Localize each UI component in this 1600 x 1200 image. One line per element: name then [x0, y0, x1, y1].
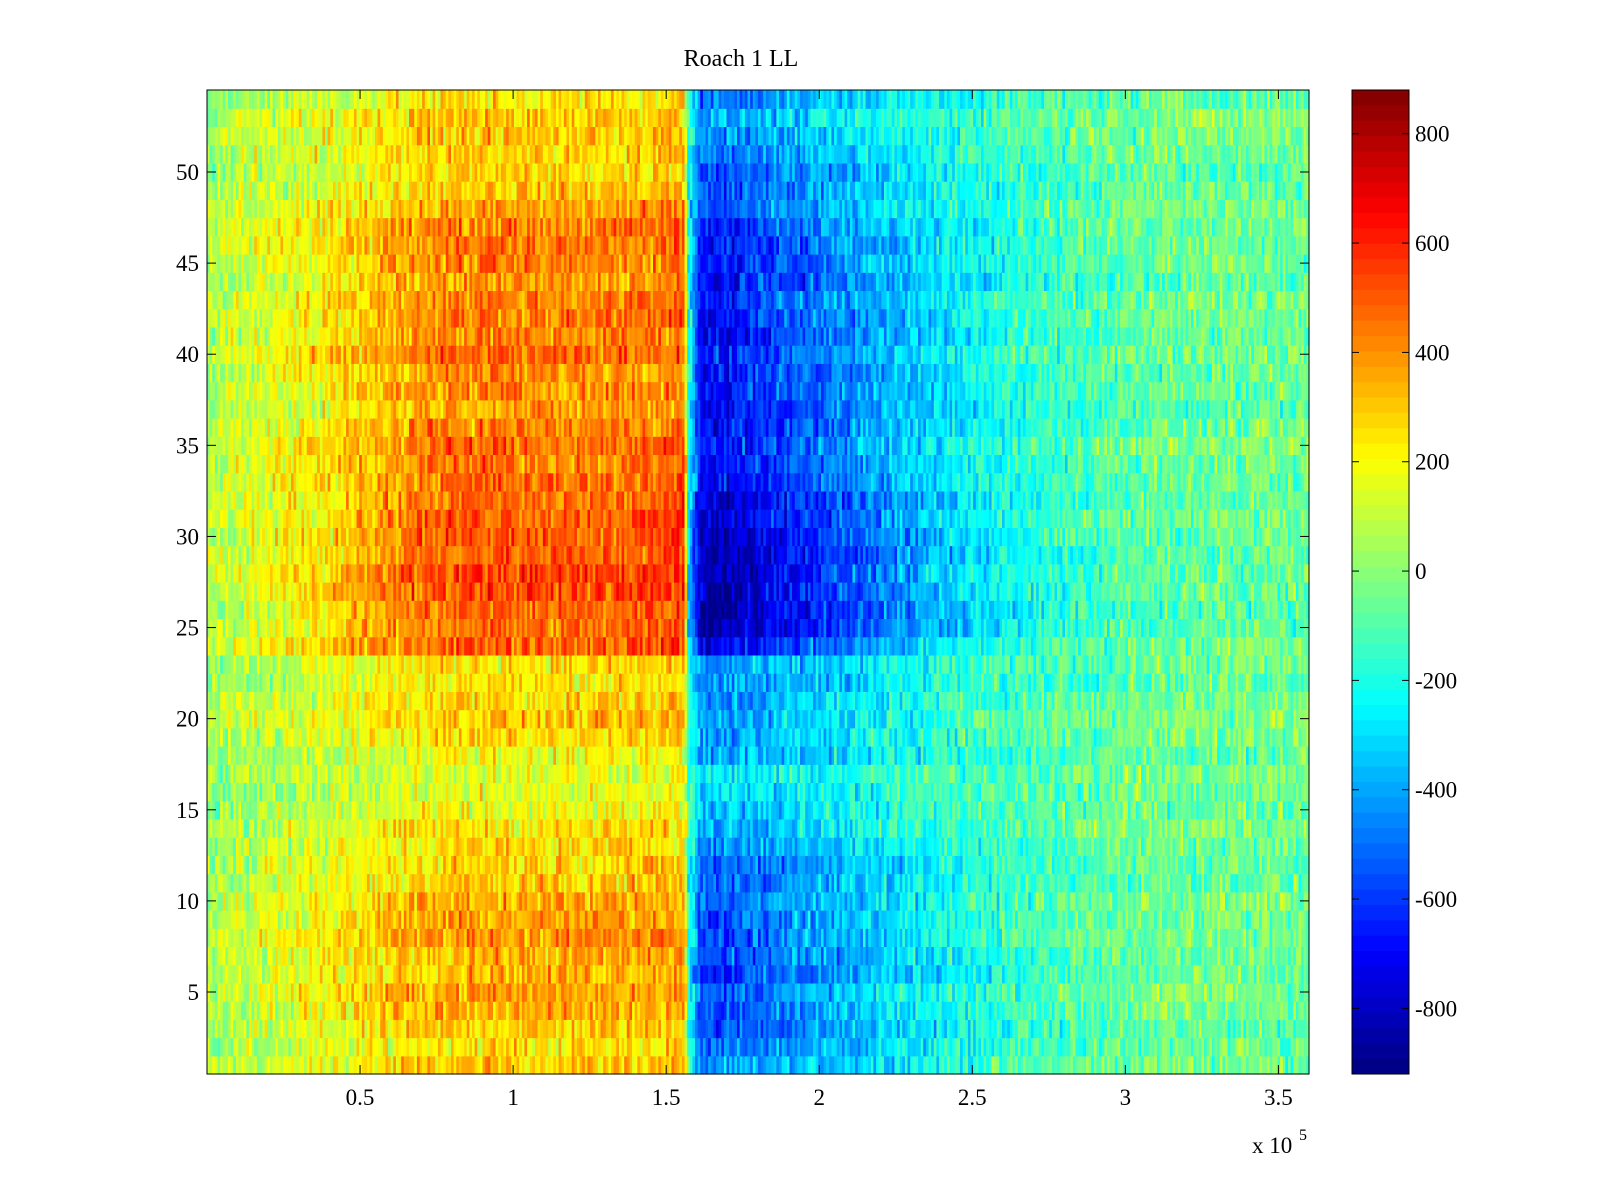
heatmap-plot-area [207, 90, 1310, 1075]
heatmap-row [207, 1056, 1310, 1075]
heatmap-row [207, 910, 1310, 929]
chart-title: Roach 1 LL [684, 46, 799, 72]
heatmap-row [207, 892, 1310, 911]
heatmap-row [207, 1038, 1310, 1057]
heatmap-row [207, 1001, 1310, 1020]
heatmap-row [207, 983, 1310, 1002]
heatmap-row [207, 928, 1310, 947]
heatmap-row [207, 874, 1310, 893]
heatmap-row [207, 855, 1310, 874]
heatmap-row [207, 965, 1310, 984]
heatmap-row [207, 946, 1310, 965]
heatmap-row [207, 1019, 1310, 1038]
